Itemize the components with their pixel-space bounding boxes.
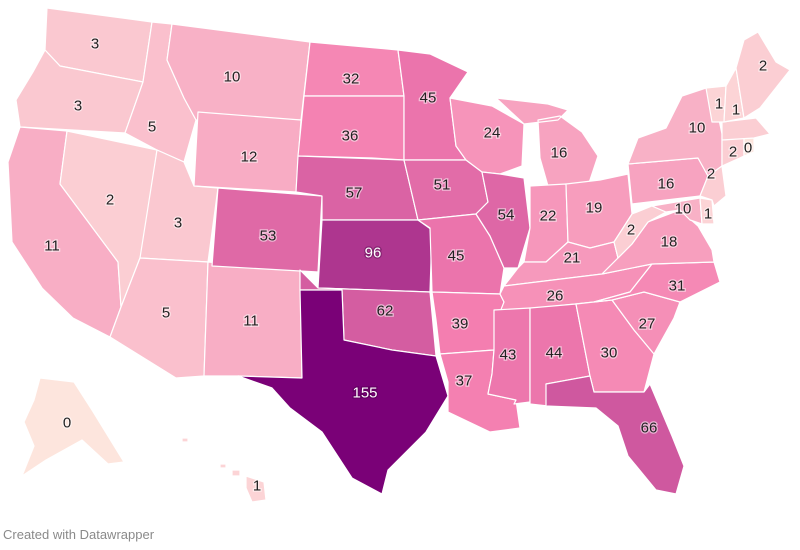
label-or: 3 [74, 98, 82, 115]
label-al: 44 [546, 345, 563, 362]
label-nh: 1 [732, 102, 740, 119]
state-labels: 3 3 11 2 5 10 12 3 5 11 53 32 36 57 96 6… [43, 34, 768, 496]
label-ut: 3 [174, 215, 182, 232]
label-tn: 26 [547, 288, 564, 305]
label-wi: 24 [484, 125, 501, 142]
label-ks: 96 [365, 245, 382, 262]
state-tx[interactable] [237, 289, 449, 495]
state-mi[interactable] [495, 97, 599, 187]
label-ga: 30 [601, 345, 618, 362]
label-wy: 12 [241, 149, 258, 166]
label-de: 1 [704, 206, 712, 223]
label-ia: 51 [434, 177, 451, 194]
label-co: 53 [260, 228, 277, 245]
label-ar: 39 [452, 316, 469, 333]
state-hi[interactable] [181, 437, 267, 503]
state-nc[interactable] [593, 261, 721, 303]
state-il[interactable] [475, 171, 531, 269]
state-ma[interactable] [721, 117, 771, 141]
label-ak: 0 [63, 415, 71, 432]
label-oh: 19 [586, 200, 603, 217]
label-az: 5 [162, 305, 170, 322]
state-fl[interactable] [545, 375, 685, 495]
label-md: 10 [675, 201, 692, 218]
label-me: 2 [759, 58, 767, 75]
label-mn: 45 [420, 90, 437, 107]
label-nm: 11 [243, 313, 259, 330]
label-id: 5 [148, 119, 156, 136]
label-fl: 66 [641, 420, 658, 437]
label-in: 22 [540, 208, 557, 225]
label-ct: 2 [729, 144, 737, 161]
label-va: 18 [661, 234, 678, 251]
label-wv: 2 [627, 222, 635, 239]
label-sd: 36 [342, 128, 359, 145]
state-or[interactable] [15, 49, 144, 134]
state-ak[interactable] [21, 377, 125, 477]
label-nd: 32 [343, 71, 360, 88]
label-ok: 62 [377, 303, 394, 320]
label-nv: 2 [106, 192, 114, 209]
label-mi: 16 [551, 145, 568, 162]
label-ky: 21 [564, 250, 581, 267]
label-mt: 10 [224, 69, 241, 86]
state-wv[interactable] [613, 205, 667, 259]
label-nc: 31 [669, 278, 686, 295]
label-hi: 1 [253, 478, 261, 495]
label-ne: 57 [346, 185, 363, 202]
label-sc: 27 [639, 316, 656, 333]
state-de[interactable] [699, 197, 715, 225]
datawrapper-credit: Created with Datawrapper [3, 527, 155, 542]
label-la: 37 [456, 373, 473, 390]
label-ms: 43 [500, 347, 517, 364]
label-nj: 2 [707, 166, 715, 183]
label-il: 54 [498, 207, 515, 224]
label-ri: 0 [744, 140, 752, 157]
state-nd[interactable] [303, 41, 405, 97]
state-co[interactable] [211, 187, 323, 273]
label-vt: 1 [715, 96, 723, 113]
label-tx: 155 [352, 385, 377, 402]
label-ny: 10 [689, 120, 706, 137]
label-pa: 16 [658, 176, 675, 193]
label-ca: 11 [44, 238, 60, 255]
us-choropleth-map: 3 3 11 2 5 10 12 3 5 11 53 32 36 57 96 6… [7, 7, 791, 503]
label-wa: 3 [91, 36, 99, 53]
state-me[interactable] [735, 31, 791, 119]
state-shapes [7, 7, 791, 503]
label-mo: 45 [448, 248, 465, 265]
